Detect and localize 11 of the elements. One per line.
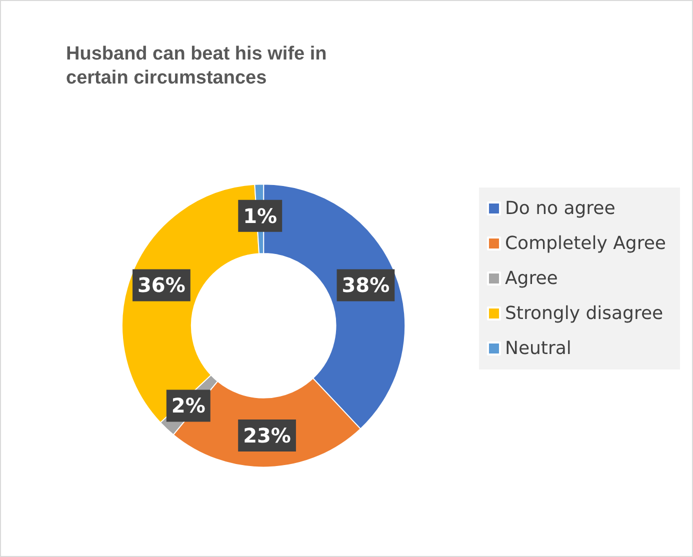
data-label: 38% <box>342 273 390 298</box>
legend-label: Neutral <box>504 338 572 359</box>
data-label: 1% <box>243 204 278 228</box>
data-label: 23% <box>243 423 291 448</box>
legend-label: Completely Agree <box>504 233 666 254</box>
legend-label: Do no agree <box>504 198 616 219</box>
data-label: 36% <box>138 273 186 298</box>
legend-label: Agree <box>504 268 558 289</box>
chart-title: Husband can beat his wife in certain circumstances <box>66 44 332 88</box>
legend-label: Strongly disagree <box>504 303 664 324</box>
data-label: 2% <box>171 394 206 418</box>
